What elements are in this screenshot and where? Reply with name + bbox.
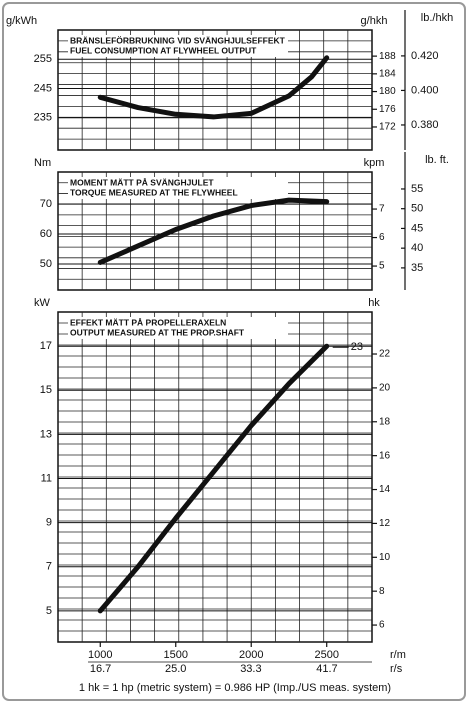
y-tick-label: 50 xyxy=(40,258,52,270)
y2-tick-label: 12 xyxy=(379,518,391,529)
chart-title: MOMENT MÄTT PÅ SVÄNGHJULET xyxy=(70,177,214,187)
y2-tick-label: 188 xyxy=(379,51,396,62)
y2-tick-label: 22 xyxy=(379,349,391,360)
y-axis-label: g/kWh xyxy=(6,15,37,27)
y-tick-label: 60 xyxy=(40,228,52,240)
y3-tick-label: 40 xyxy=(411,242,423,254)
y2-tick-label: 8 xyxy=(379,586,385,597)
y2-tick-label: 16 xyxy=(379,450,391,461)
x-tick-label: 1000 xyxy=(88,649,112,661)
x2-tick-label: 41.7 xyxy=(316,663,337,675)
y2-tick-label: 6 xyxy=(379,232,385,243)
x-tick-label: 1500 xyxy=(164,649,188,661)
x-tick-label: 2000 xyxy=(239,649,263,661)
line xyxy=(97,55,330,120)
y2-tick-label: 18 xyxy=(379,416,391,427)
y2-axis-label: hk xyxy=(368,297,380,309)
y-tick-label: 11 xyxy=(41,472,52,484)
y3-axis-label: lb. ft. xyxy=(425,154,449,166)
y-tick-label: 235 xyxy=(34,112,52,124)
y3-tick-label: 35 xyxy=(411,262,423,274)
y-tick-label: 13 xyxy=(40,428,52,440)
y2-tick-label: 7 xyxy=(379,204,385,215)
y-tick-label: 15 xyxy=(40,384,52,396)
y-axis-label: Nm xyxy=(34,157,51,169)
line xyxy=(97,197,330,265)
y2-axis-label: kpm xyxy=(364,157,385,169)
chart-subtitle: OUTPUT MEASURED AT THE PROP.SHAFT xyxy=(70,327,245,337)
y2-tick-label: 10 xyxy=(379,552,391,563)
y2-tick-label: 180 xyxy=(379,86,396,97)
y-tick-label: 9 xyxy=(46,517,52,529)
x2-tick-label: 33.3 xyxy=(240,663,261,675)
y2-tick-label: 20 xyxy=(379,383,391,394)
title-box xyxy=(68,177,288,199)
chart-subtitle: FUEL CONSUMPTION AT FLYWHEEL OUTPUT xyxy=(70,45,257,55)
x2-tick-label: 25.0 xyxy=(165,663,186,675)
chart-title: BRÄNSLEFÖRBRUKNING VID SVÄNGHJULSEFFEKT xyxy=(70,35,286,45)
y2-tick-label: 14 xyxy=(379,484,391,495)
y-tick-label: 17 xyxy=(40,340,52,352)
annotation: 23 xyxy=(351,341,363,353)
y2-tick-label: 176 xyxy=(379,104,396,115)
y3-tick-label: 0.380 xyxy=(411,119,439,131)
y3-tick-label: 0.420 xyxy=(411,50,439,62)
y3-tick-label: 55 xyxy=(411,183,423,195)
x-tick-label: 2500 xyxy=(314,649,338,661)
footnote: 1 hk = 1 hp (metric system) = 0.986 HP (… xyxy=(79,682,391,694)
x2-axis-label: r/s xyxy=(390,663,403,675)
line xyxy=(97,343,330,614)
y-tick-label: 70 xyxy=(40,198,52,210)
y3-axis-label: lb./hkh xyxy=(421,12,453,24)
y2-tick-label: 5 xyxy=(379,261,385,272)
y2-tick-label: 172 xyxy=(379,122,396,133)
y-tick-label: 7 xyxy=(46,561,52,573)
title-box xyxy=(68,35,288,57)
y-tick-label: 255 xyxy=(34,53,52,65)
y-tick-label: 5 xyxy=(46,605,52,617)
y-tick-label: 245 xyxy=(34,82,52,94)
y2-tick-label: 6 xyxy=(379,620,385,631)
y3-tick-label: 45 xyxy=(411,222,423,234)
y3-tick-label: 0.400 xyxy=(411,84,439,96)
y2-axis-label: g/hkh xyxy=(361,15,388,27)
x2-tick-label: 16.7 xyxy=(90,663,111,675)
y3-tick-label: 50 xyxy=(411,203,423,215)
chart-subtitle: TORQUE MEASURED AT THE FLYWHEEL xyxy=(70,187,238,197)
title-box xyxy=(68,317,288,339)
y-axis-label: kW xyxy=(34,297,51,309)
x-axis-label: r/m xyxy=(390,649,406,661)
y2-tick-label: 184 xyxy=(379,68,396,79)
chart-title: EFFEKT MÄTT PÅ PROPELLERAXELN xyxy=(70,317,226,327)
